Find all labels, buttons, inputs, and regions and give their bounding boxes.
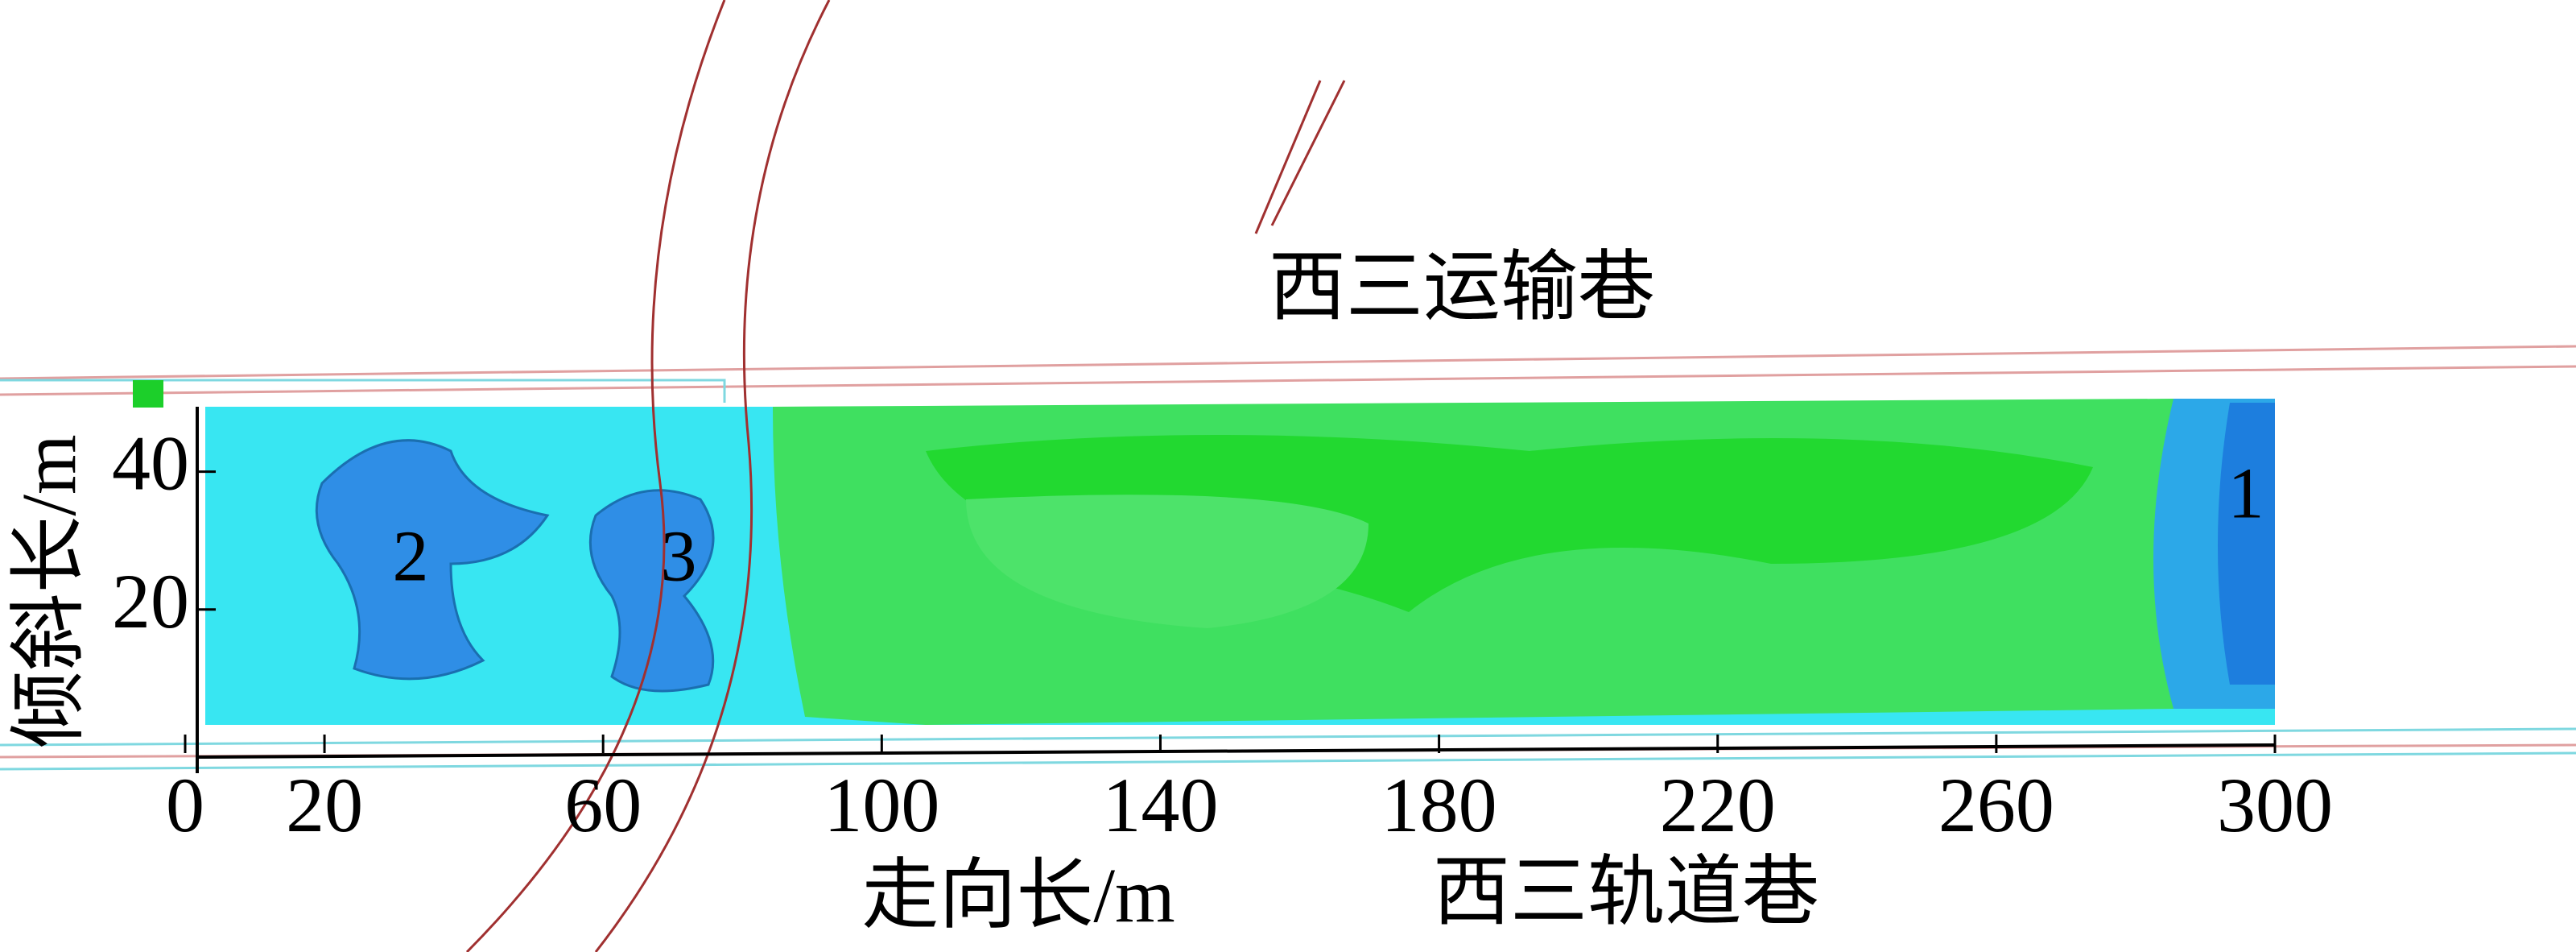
x-axis (196, 743, 2276, 759)
x-tick-label: 20 (286, 762, 363, 848)
y-tick-label: 20 (112, 558, 189, 644)
contour-map (205, 399, 2275, 725)
survey-line (1254, 80, 1346, 234)
x-axis-label: 走向长/m (861, 852, 1174, 938)
region-label: 3 (661, 517, 697, 597)
y-axis-label: 倾斜长/m (6, 434, 92, 747)
roadway-line (0, 727, 2576, 747)
contour-band (966, 495, 1368, 628)
survey-line (594, 0, 831, 952)
survey-lines (465, 0, 1346, 952)
x-tick-label: 220 (1660, 762, 1776, 848)
x-tick-label: 60 (564, 762, 642, 848)
x-tick-label: 100 (824, 762, 939, 848)
roadway-line (0, 345, 2576, 380)
contour-blob (588, 489, 715, 693)
contour-band (926, 435, 2093, 612)
y-tick-label: 40 (112, 420, 189, 507)
ticks: 0 20 60 100 140 180 220 260 300 20 40 (112, 420, 2333, 848)
roadway-line (0, 365, 2576, 396)
region-label: 1 (2228, 454, 2264, 534)
x-tick-label: 0 (166, 762, 204, 848)
x-tick-label: 260 (1938, 762, 2054, 848)
contour-band (2218, 403, 2275, 685)
x-tick-label: 180 (1381, 762, 1497, 848)
roadway-line (0, 751, 2576, 771)
survey-line (465, 0, 726, 952)
x-tick-label: 300 (2217, 762, 2333, 848)
region-label: 2 (393, 517, 429, 597)
contour-blob (315, 439, 550, 681)
annotation: 西三运输巷 (1269, 244, 1655, 330)
x-tick-label: 140 (1102, 762, 1218, 848)
annotation: 西三轨道巷 (1433, 849, 1819, 935)
roadway-line (0, 379, 726, 403)
marker (133, 380, 163, 408)
